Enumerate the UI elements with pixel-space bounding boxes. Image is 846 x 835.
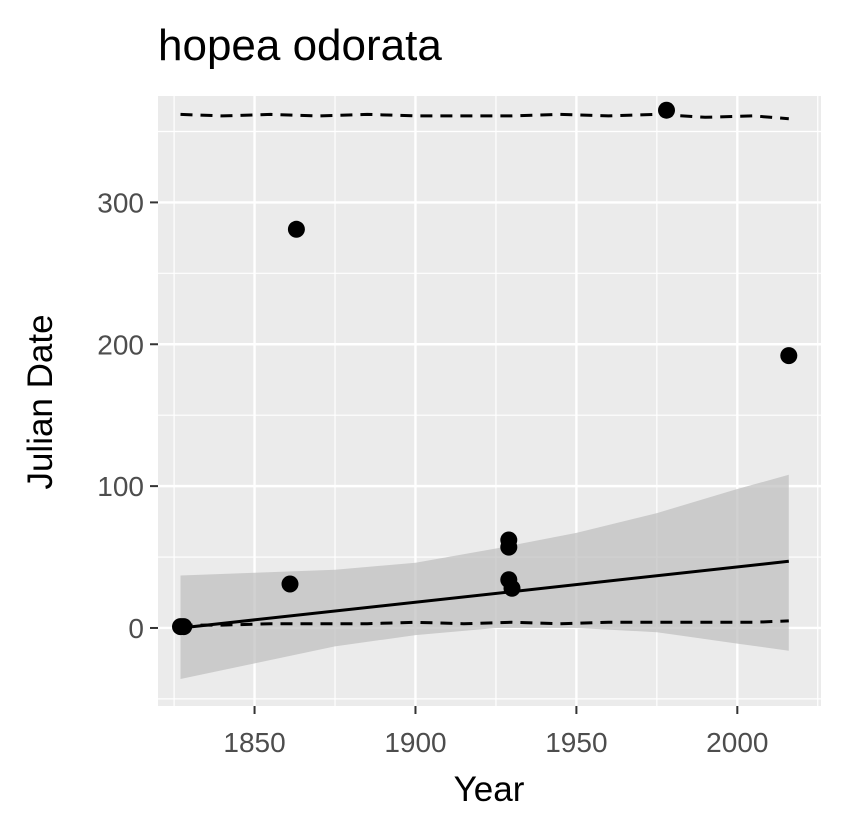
data-point xyxy=(780,347,798,365)
data-point xyxy=(500,538,518,556)
y-tick-label: 300 xyxy=(97,187,144,218)
dashed-upper-line xyxy=(180,112,789,121)
data-point xyxy=(287,220,305,238)
data-point xyxy=(281,575,299,593)
x-tick-label: 1850 xyxy=(223,727,285,758)
y-axis: 0 100 200 300 xyxy=(97,187,158,644)
y-axis-title: Julian Date xyxy=(21,314,60,489)
data-point xyxy=(503,579,521,597)
x-tick-label: 1950 xyxy=(545,727,607,758)
x-tick-label: 2000 xyxy=(706,727,768,758)
x-axis: 1850 1900 1950 2000 xyxy=(223,706,768,758)
data-point xyxy=(658,101,675,119)
y-tick-label: 200 xyxy=(97,329,144,360)
x-tick-label: 1900 xyxy=(384,727,446,758)
trend-line xyxy=(180,559,789,630)
x-axis-title: Year xyxy=(454,770,525,809)
y-tick-label: 0 xyxy=(128,613,144,644)
confidence-band xyxy=(180,474,789,679)
dashed-lower-line xyxy=(180,619,789,627)
chart-title: hopea odorata xyxy=(158,21,442,70)
plot-panel xyxy=(158,96,821,706)
y-tick-label: 100 xyxy=(97,471,144,502)
data-point xyxy=(175,618,193,636)
